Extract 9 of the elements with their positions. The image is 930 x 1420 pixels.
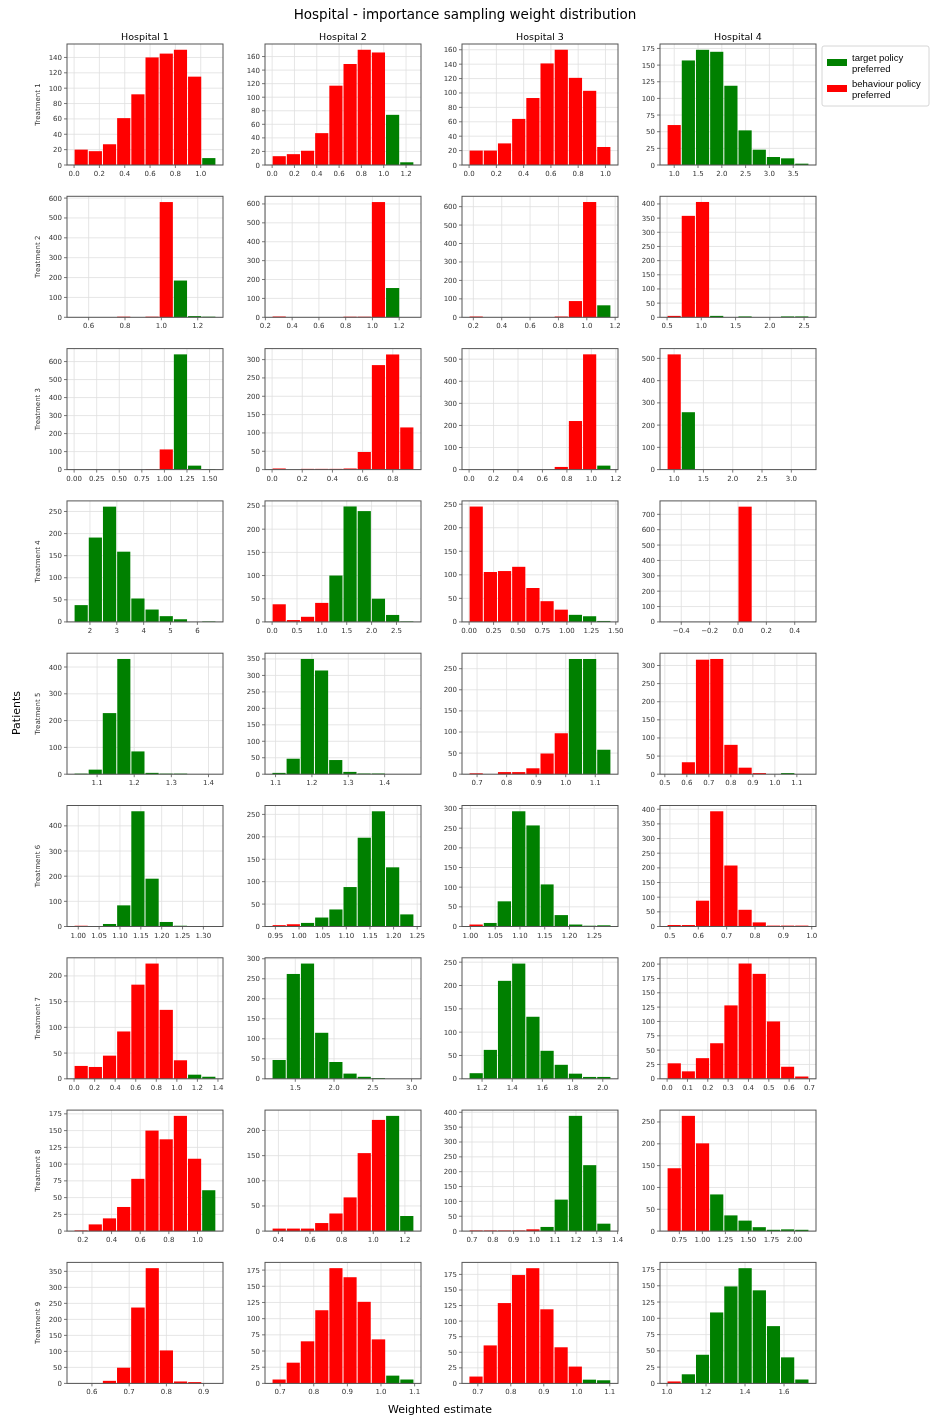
text: Hospital - importance sampling weight distribution [293, 6, 637, 22]
chart-title: Hospital 1 [121, 31, 169, 42]
chart-title: Hospital 2 [319, 31, 367, 42]
text: Patients [10, 690, 23, 736]
text: Weighted estimate [388, 1403, 493, 1416]
legend-label: target policy preferred [852, 51, 904, 74]
legend-label: behaviour policy preferred [852, 77, 921, 100]
chart-title: Hospital 3 [516, 31, 564, 42]
chart-title: Hospital 4 [714, 31, 762, 42]
